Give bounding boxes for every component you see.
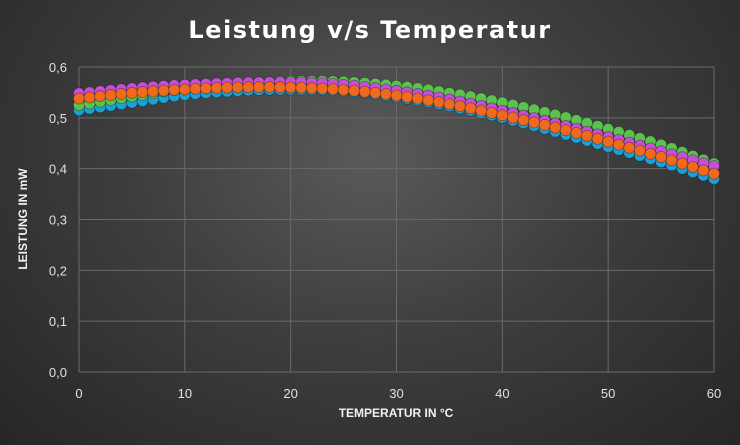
- data-point: [326, 83, 339, 96]
- y-tick-label: 0,3: [49, 213, 67, 228]
- x-tick-label: 0: [75, 386, 82, 401]
- data-point: [538, 118, 551, 131]
- y-axis-label: LEISTUNG IN mW: [16, 168, 30, 270]
- data-point: [612, 138, 625, 151]
- data-point: [581, 129, 594, 142]
- data-point: [623, 141, 636, 154]
- data-point: [411, 92, 424, 105]
- x-tick-label: 50: [601, 386, 615, 401]
- data-point: [136, 86, 149, 99]
- x-axis-label: TEMPERATUR IN °C: [339, 406, 454, 420]
- x-tick-label: 40: [495, 386, 509, 401]
- data-point: [401, 90, 414, 103]
- data-point: [104, 89, 117, 102]
- data-point: [559, 124, 572, 137]
- data-point: [252, 81, 265, 94]
- data-point: [485, 106, 498, 119]
- data-point: [316, 82, 329, 95]
- data-point: [496, 109, 509, 122]
- x-tick-label: 20: [283, 386, 297, 401]
- tick-labels: 0,0 0,1 0,2 0,3 0,4 0,5 0,6 0 10 20 30 40 50 60: [49, 60, 721, 401]
- series-layer: [73, 75, 721, 185]
- data-point: [94, 90, 107, 103]
- y-tick-label: 0,4: [49, 162, 67, 177]
- y-tick-label: 0,2: [49, 263, 67, 278]
- data-point: [549, 121, 562, 134]
- data-point: [178, 83, 191, 96]
- data-point: [422, 94, 435, 107]
- data-point: [73, 92, 86, 105]
- data-point: [464, 102, 477, 115]
- data-point: [633, 144, 646, 157]
- data-point: [676, 157, 689, 170]
- data-point: [708, 167, 721, 180]
- series-3: [73, 81, 721, 180]
- data-point: [284, 81, 297, 94]
- data-point: [570, 126, 583, 139]
- data-point: [432, 96, 445, 109]
- data-point: [189, 82, 202, 95]
- x-tick-label: 60: [707, 386, 721, 401]
- data-point: [305, 82, 318, 95]
- data-point: [655, 150, 668, 163]
- data-point: [115, 87, 128, 100]
- y-tick-label: 0,6: [49, 60, 67, 75]
- data-point: [358, 85, 371, 98]
- data-point: [147, 85, 160, 98]
- grid: [78, 66, 715, 373]
- y-tick-label: 0,0: [49, 365, 67, 380]
- data-point: [591, 132, 604, 145]
- data-point: [274, 81, 287, 94]
- y-tick-label: 0,1: [49, 314, 67, 329]
- x-tick-label: 10: [178, 386, 192, 401]
- data-point: [369, 86, 382, 99]
- data-point: [231, 81, 244, 94]
- data-point: [475, 104, 488, 117]
- data-point: [517, 114, 530, 127]
- data-point: [210, 81, 223, 94]
- data-point: [602, 135, 615, 148]
- data-point: [453, 100, 466, 113]
- y-tick-label: 0,5: [49, 111, 67, 126]
- data-point: [528, 116, 541, 129]
- chart-title: Leistung v/s Temperatur: [188, 16, 551, 44]
- data-point: [443, 98, 456, 111]
- data-point: [390, 89, 403, 102]
- data-point: [379, 88, 392, 101]
- data-point: [157, 84, 170, 97]
- data-point: [644, 147, 657, 160]
- data-point: [199, 82, 212, 95]
- data-point: [242, 81, 255, 94]
- data-point: [665, 154, 678, 167]
- data-point: [125, 86, 138, 99]
- data-point: [337, 83, 350, 96]
- data-point: [686, 160, 699, 173]
- data-point: [697, 164, 710, 177]
- data-point: [168, 83, 181, 96]
- data-point: [348, 84, 361, 97]
- x-tick-label: 30: [389, 386, 403, 401]
- data-point: [506, 111, 519, 124]
- data-point: [83, 91, 96, 104]
- data-point: [295, 81, 308, 94]
- data-point: [263, 81, 276, 94]
- data-point: [221, 81, 234, 94]
